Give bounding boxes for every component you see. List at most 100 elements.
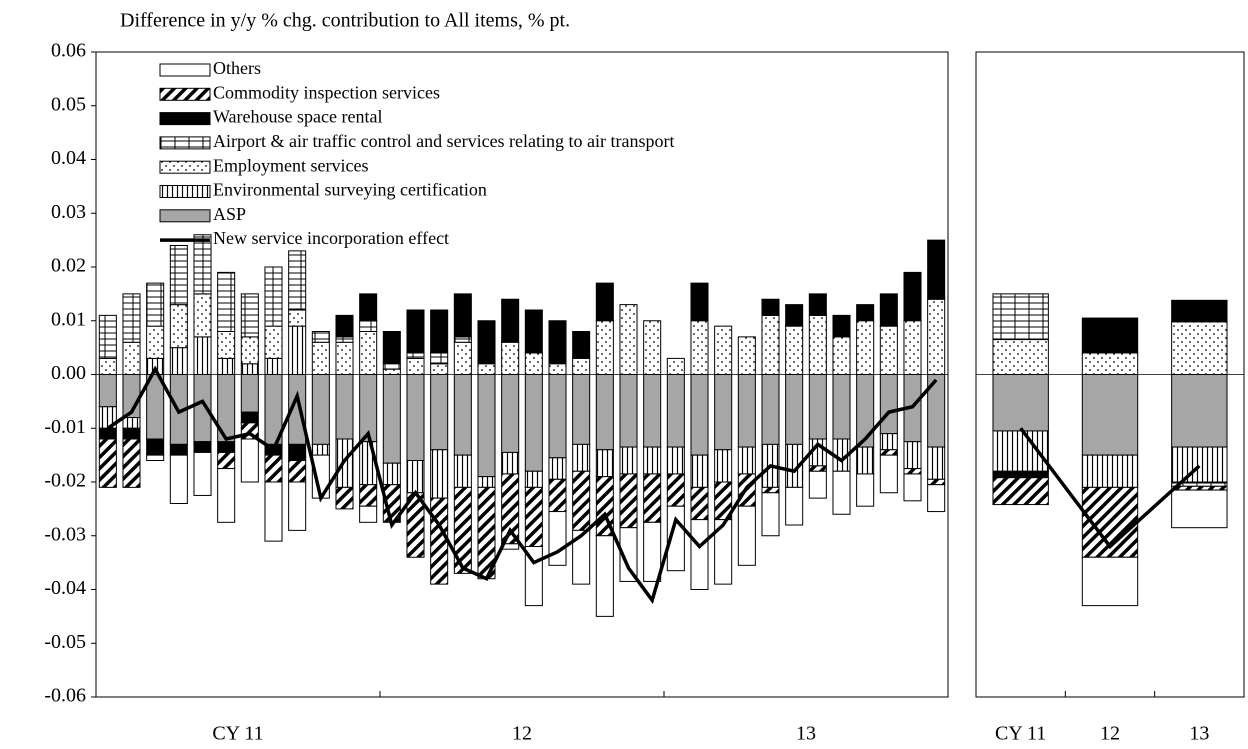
- bar-segment: [572, 443, 591, 472]
- bar-segment: [288, 443, 307, 461]
- x-tick-label: CY 11: [212, 723, 263, 745]
- bar-segment: [193, 441, 212, 453]
- legend-swatch: [159, 185, 211, 198]
- bar-segment: [264, 266, 283, 327]
- bar-segment: [548, 478, 567, 513]
- legend-swatch: [159, 87, 211, 101]
- bar-segment: [643, 320, 662, 375]
- bar-segment: [288, 325, 307, 375]
- bar-segment: [595, 282, 614, 322]
- bar-segment: [1081, 374, 1139, 456]
- x-tick-label: 13: [796, 723, 816, 745]
- bar-segment: [737, 505, 756, 566]
- bar-segment: [311, 443, 330, 456]
- bar-segment: [666, 357, 685, 375]
- bar-segment: [714, 374, 733, 451]
- effect-line: [1019, 427, 1201, 550]
- bar-segment: [453, 374, 472, 456]
- bar-segment: [927, 446, 946, 480]
- bar-segment: [477, 363, 496, 375]
- bar-segment: [879, 449, 898, 456]
- bar-segment: [193, 234, 212, 295]
- bar-segment: [146, 282, 165, 327]
- y-tick-label: -0.05: [44, 631, 86, 653]
- bar-segment: [808, 293, 827, 316]
- bar-segment: [903, 441, 922, 470]
- bar-segment: [406, 357, 425, 375]
- legend-swatch: [159, 136, 211, 150]
- bar-segment: [217, 441, 236, 453]
- bar-segment: [477, 374, 496, 478]
- bar-segment: [264, 481, 283, 542]
- bar-segment: [430, 449, 449, 499]
- bar-segment: [832, 470, 851, 515]
- bar-segment: [264, 357, 283, 375]
- bar-segment: [714, 325, 733, 375]
- bar-segment: [643, 473, 662, 523]
- bar-segment: [572, 470, 591, 531]
- bar-segment: [808, 314, 827, 375]
- legend-swatch: [159, 209, 211, 223]
- bar-segment: [690, 320, 709, 375]
- bar-segment: [619, 473, 638, 529]
- bar-segment: [856, 320, 875, 375]
- bar-segment: [548, 457, 567, 480]
- bar-segment: [98, 374, 117, 408]
- bar-segment: [98, 438, 117, 488]
- bar-segment: [1171, 321, 1228, 376]
- bar-segment: [98, 427, 117, 440]
- bar-segment: [359, 484, 378, 507]
- effect-line: [106, 365, 938, 605]
- bar-segment: [288, 250, 307, 311]
- bar-segment: [217, 357, 236, 375]
- bar-segment: [146, 374, 165, 440]
- chart-title: Difference in y/y % chg. contribution to…: [120, 10, 570, 32]
- bar-segment: [992, 374, 1049, 432]
- bar-segment: [572, 357, 591, 375]
- bar-segment: [903, 473, 922, 502]
- bar-segment: [903, 320, 922, 375]
- bar-segment: [217, 451, 236, 470]
- x-tick-label: 12: [512, 723, 532, 745]
- bar-segment: [832, 314, 851, 338]
- bar-segment: [217, 331, 236, 359]
- bar-segment: [240, 293, 259, 338]
- bar-segment: [288, 309, 307, 327]
- bar-segment: [690, 454, 709, 488]
- bar-segment: [240, 336, 259, 365]
- bar-segment: [572, 331, 591, 359]
- bar-segment: [264, 454, 283, 483]
- bar-segment: [1081, 352, 1139, 375]
- bar-segment: [548, 511, 567, 566]
- y-tick-label: -0.03: [44, 523, 86, 545]
- bar-segment: [548, 374, 567, 459]
- bar-segment: [714, 449, 733, 483]
- bar-segment: [619, 446, 638, 475]
- bar-segment: [548, 320, 567, 365]
- bar-segment: [382, 331, 401, 365]
- bar-segment: [903, 468, 922, 475]
- y-tick-label: -0.01: [44, 416, 86, 438]
- y-tick-label: -0.04: [44, 577, 86, 599]
- bar-segment: [122, 427, 141, 440]
- bar-segment: [146, 454, 165, 461]
- bar-segment: [992, 339, 1049, 375]
- bar-segment: [169, 347, 188, 375]
- bar-segment: [808, 465, 827, 472]
- bar-segment: [1171, 446, 1228, 483]
- bar-segment: [453, 486, 472, 574]
- bar-segment: [643, 521, 662, 582]
- bar-segment: [785, 374, 804, 445]
- y-tick-label: 0.01: [51, 308, 86, 330]
- bar-segment: [311, 331, 330, 343]
- bar-segment: [524, 470, 543, 488]
- bar-segment: [98, 357, 117, 375]
- bar-segment: [453, 341, 472, 375]
- bar-segment: [856, 446, 875, 475]
- bar-segment: [879, 433, 898, 451]
- bar-segment: [761, 314, 780, 375]
- bar-segment: [430, 363, 449, 375]
- bar-segment: [666, 374, 685, 448]
- bar-segment: [146, 438, 165, 456]
- bar-segment: [382, 374, 401, 464]
